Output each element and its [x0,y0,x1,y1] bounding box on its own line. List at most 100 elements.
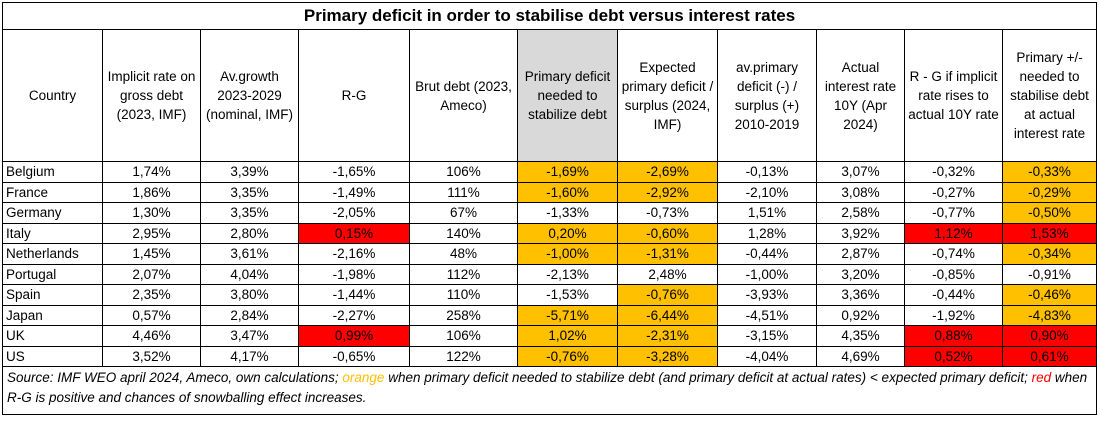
value-cell: 2,84% [200,304,299,326]
value-cell: -1,49% [298,181,410,203]
value-cell: 1,45% [102,243,201,265]
value-cell: -1,65% [298,161,410,183]
value-cell: -0,77% [904,202,1003,224]
value-cell: -0,73% [617,202,718,224]
table-row: US 3,52% 4,17% -0,65% 122% -0,76% -3,28% -4,04%… [2,345,1098,367]
value-cell: 0,88% [904,325,1003,347]
column-header: Primary +/- needed to stabilise debt at … [1001,29,1098,162]
value-cell: 2,35% [102,284,201,306]
column-header: Country [2,29,103,162]
column-header: Brut debt (2023, Ameco) [409,29,518,162]
value-cell: -2,92% [617,181,718,203]
value-cell: -2,16% [298,243,410,265]
value-cell: -1,44% [298,284,410,306]
source-red-word: red [1031,370,1052,385]
country-cell: Italy [2,222,103,244]
value-cell: -1,31% [617,243,718,265]
value-cell: -1,69% [517,161,618,183]
value-cell: -0,76% [517,345,618,367]
value-cell: 1,51% [717,202,817,224]
value-cell: 3,39% [200,161,299,183]
country-cell: UK [2,325,103,347]
value-cell: -0,33% [1001,161,1098,183]
value-cell: -0,34% [1001,243,1098,265]
country-cell: US [2,345,103,367]
source-prefix: Source: IMF WEO april 2024, Ameco, own c… [7,370,343,385]
value-cell: 1,12% [904,222,1003,244]
value-cell: 111% [409,181,518,203]
table-row: Spain 2,35% 3,80% -1,44% 110% -1,53% -0,76% -3,… [2,284,1098,306]
value-cell: 0,99% [298,325,410,347]
value-cell: 0,92% [816,304,905,326]
value-cell: -2,27% [298,304,410,326]
value-cell: -0,32% [904,161,1003,183]
value-cell: 3,07% [816,161,905,183]
value-cell: 3,35% [200,181,299,203]
value-cell: -0,85% [904,263,1003,285]
column-header: Actual interest rate 10Y (Apr 2024) [816,29,905,162]
source-orange-word: orange [342,370,385,385]
column-header: av.primary deficit (-) / surplus (+) 201… [717,29,817,162]
value-cell: -3,28% [617,345,718,367]
value-cell: 1,74% [102,161,201,183]
country-cell: Germany [2,202,103,224]
value-cell: 67% [409,202,518,224]
value-cell: 3,52% [102,345,201,367]
value-cell: 3,47% [200,325,299,347]
value-cell: -1,00% [517,243,618,265]
source-note: Source: IMF WEO april 2024, Ameco, own c… [1,366,1098,415]
value-cell: 122% [409,345,518,367]
data-table: Primary deficit in order to stabilise de… [1,2,1098,415]
value-cell: -0,27% [904,181,1003,203]
value-cell: -2,69% [617,161,718,183]
value-cell: 106% [409,325,518,347]
value-cell: 2,95% [102,222,201,244]
value-cell: 2,58% [816,202,905,224]
value-cell: 0,90% [1001,325,1098,347]
value-cell: 4,35% [816,325,905,347]
value-cell: -1,92% [904,304,1003,326]
value-cell: -3,93% [717,284,817,306]
table-row: Germany 1,30% 3,35% -2,05% 67% -1,33% -0,73% 1,… [2,202,1098,224]
column-header: Av.growth 2023-2029 (nominal, IMF) [200,29,299,162]
source-red-text: when R-G is positive and chances of snow… [7,370,1088,405]
value-cell: 2,80% [200,222,299,244]
value-cell: 3,80% [200,284,299,306]
table-row: France 1,86% 3,35% -1,49% 111% -1,60% -2,92% -2… [2,181,1098,203]
value-cell: -4,83% [1001,304,1098,326]
value-cell: 1,30% [102,202,201,224]
value-cell: -5,71% [517,304,618,326]
value-cell: 2,48% [617,263,718,285]
value-cell: -2,10% [717,181,817,203]
value-cell: 110% [409,284,518,306]
table-row: Netherlands 1,45% 3,61% -2,16% 48% -1,00% -1,3… [2,243,1098,265]
column-header: Primary deficit needed to stabilize debt [517,29,618,162]
value-cell: 4,69% [816,345,905,367]
value-cell: 1,02% [517,325,618,347]
value-cell: 3,36% [816,284,905,306]
value-cell: -0,76% [617,284,718,306]
value-cell: -1,33% [517,202,618,224]
value-cell: -1,00% [717,263,817,285]
column-header: R-G [298,29,410,162]
value-cell: -0,44% [904,284,1003,306]
value-cell: -0,29% [1001,181,1098,203]
value-cell: -0,74% [904,243,1003,265]
table-row: Portugal 2,07% 4,04% -1,98% 112% -2,13% 2,48% -… [2,263,1098,285]
table-title: Primary deficit in order to stabilise de… [1,2,1098,30]
value-cell: -0,46% [1001,284,1098,306]
value-cell: -2,31% [617,325,718,347]
country-cell: France [2,181,103,203]
value-cell: -3,15% [717,325,817,347]
value-cell: -2,05% [298,202,410,224]
value-cell: -0,44% [717,243,817,265]
value-cell: 2,87% [816,243,905,265]
value-cell: 3,08% [816,181,905,203]
country-cell: Portugal [2,263,103,285]
table-row: Japan 0,57% 2,84% -2,27% 258% -5,71% -6,44% -4,… [2,304,1098,326]
value-cell: -6,44% [617,304,718,326]
column-header: Expected primary deficit / surplus (2024… [617,29,718,162]
value-cell: 4,04% [200,263,299,285]
value-cell: -1,60% [517,181,618,203]
value-cell: 1,86% [102,181,201,203]
